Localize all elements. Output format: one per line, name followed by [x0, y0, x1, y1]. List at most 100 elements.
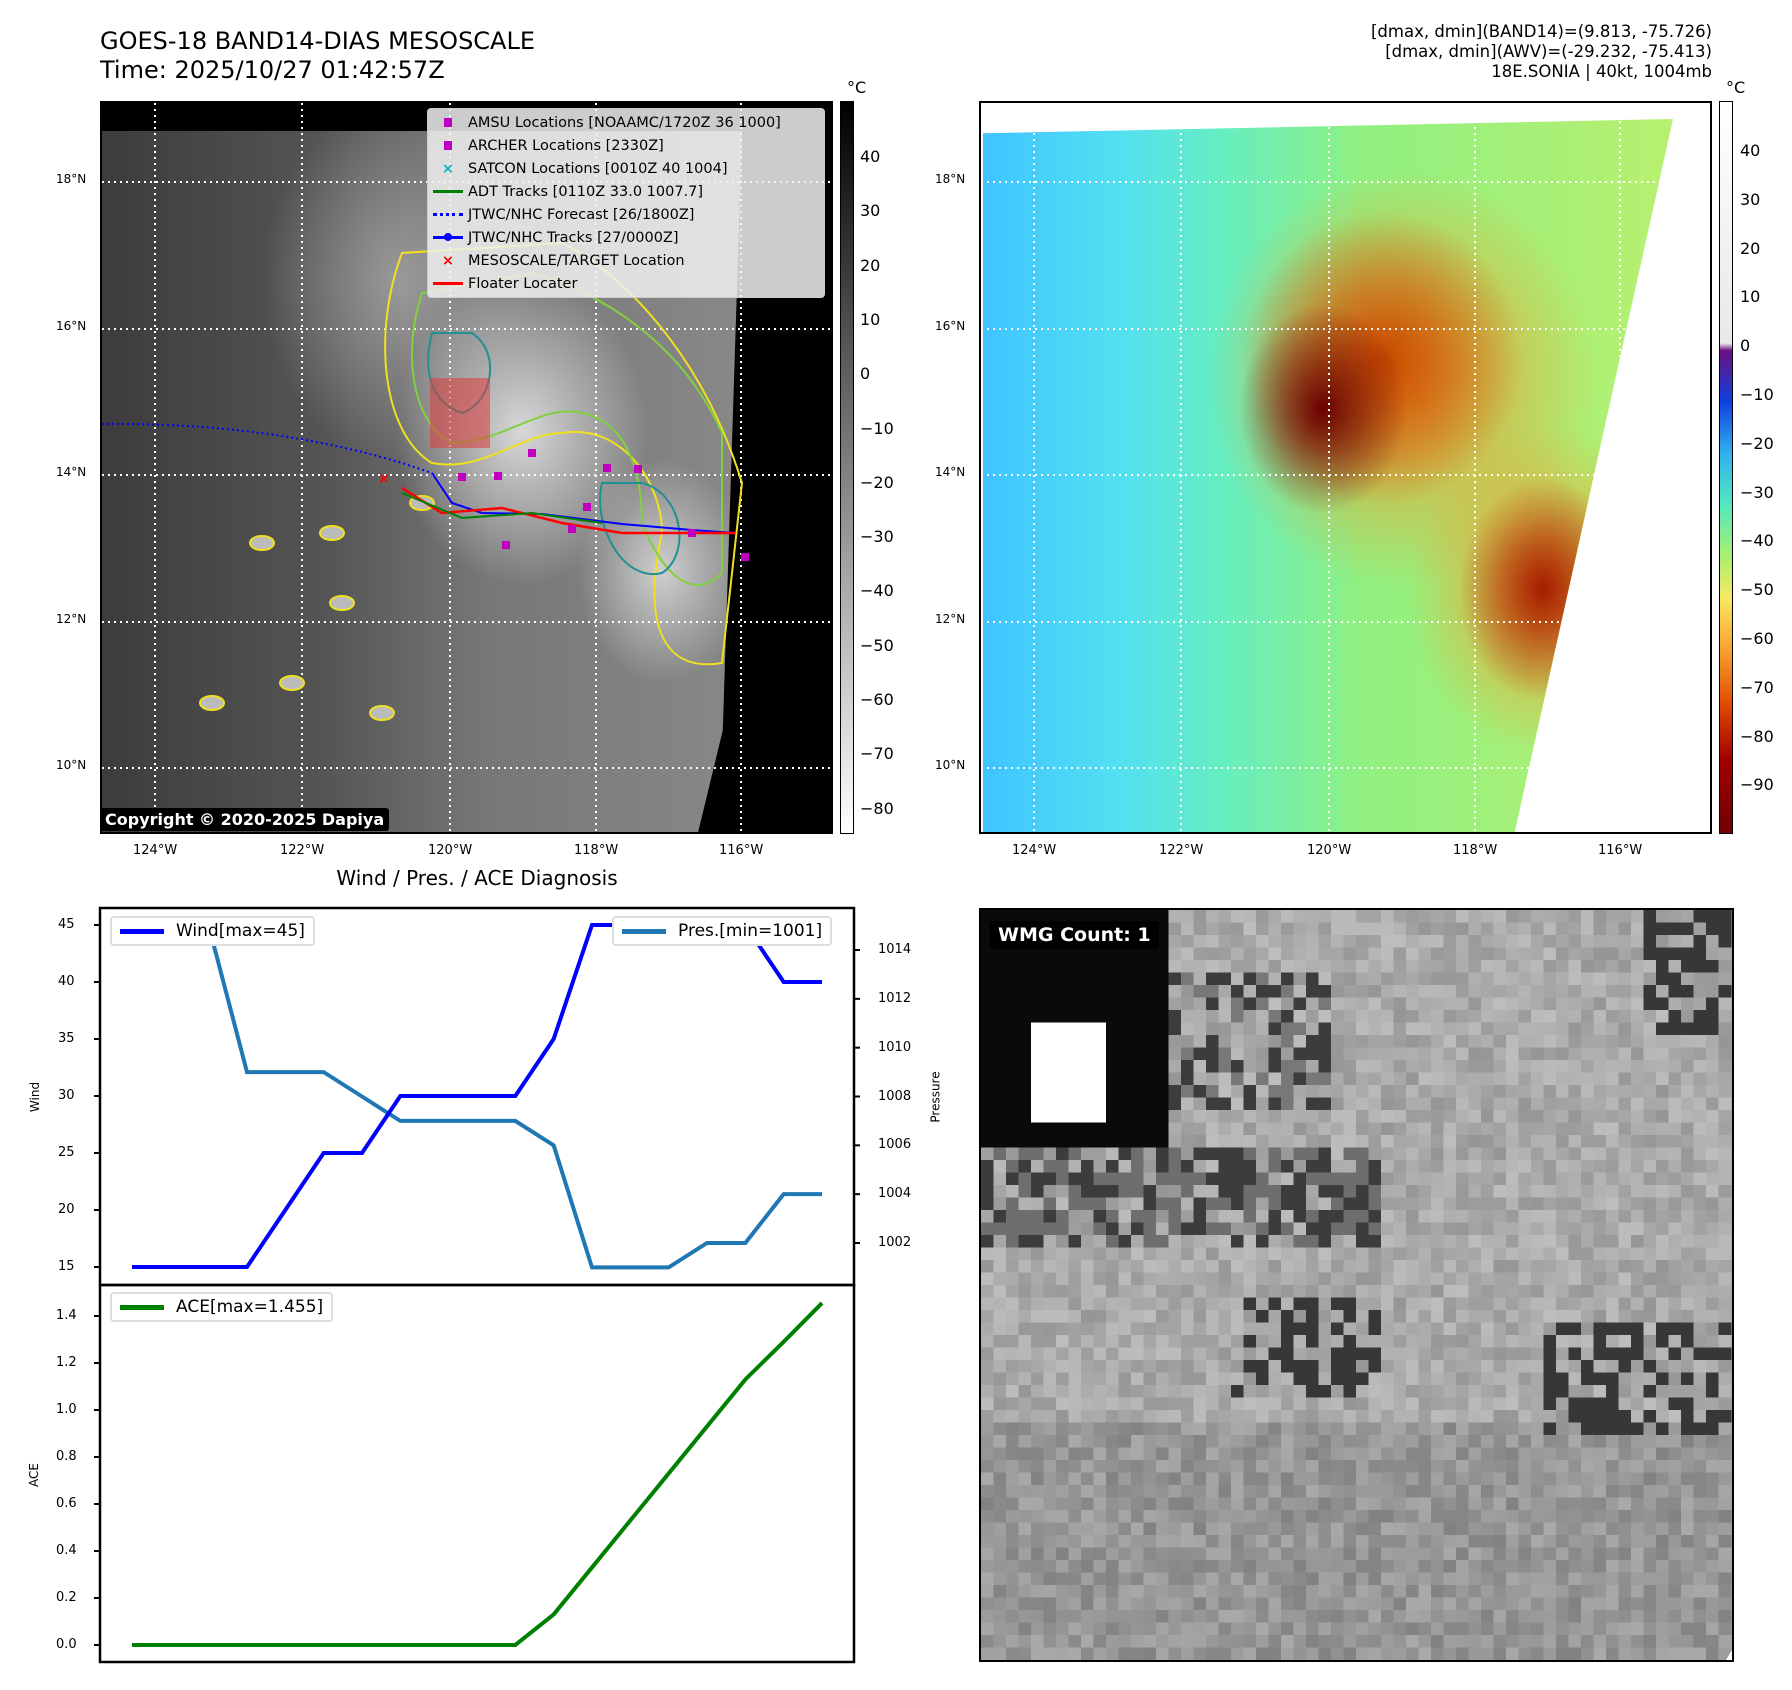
colorbar-tick: 10	[1740, 287, 1761, 307]
legend-item-amsu: AMSU Locations [NOAAMC/1720Z 36 1000]	[428, 111, 824, 134]
colorbar-tick: −10	[1740, 385, 1774, 404]
lat-label: 14°N	[56, 465, 87, 479]
colorbar-tick: −20	[1740, 433, 1774, 453]
colorbar-tick: −70	[1740, 677, 1774, 697]
pressure-legend-swatch	[622, 928, 666, 934]
colorbar-tick: −50	[860, 635, 894, 655]
map-overlay: ×	[102, 103, 831, 832]
ace-plot-frame	[98, 1283, 856, 1664]
lat-label: 10°N	[56, 758, 87, 772]
pressure-line	[132, 923, 822, 1270]
legend-label: ADT Tracks [0110Z 33.0 1007.7]	[468, 183, 704, 200]
legend-label: ARCHER Locations [2330Z]	[468, 137, 664, 154]
legend-item-adt: ADT Tracks [0110Z 33.0 1007.7]	[428, 180, 824, 203]
amsu-marker	[603, 464, 611, 472]
wind-tick-label: 35	[58, 1031, 75, 1046]
legend-label: AMSU Locations [NOAAMC/1720Z 36 1000]	[468, 114, 781, 131]
wind-tick-label: 45	[58, 917, 75, 932]
lon-label: 118°W	[574, 843, 619, 858]
cloud-top-contour	[427, 332, 681, 576]
amsu-marker	[494, 472, 502, 480]
ace-legend-label: ACE[max=1.455]	[176, 1297, 324, 1317]
colorbar-tick: 30	[860, 201, 881, 221]
colorbar-tick: 20	[860, 255, 881, 275]
ace-legend: ACE[max=1.455]	[110, 1292, 334, 1322]
ace-tick-label: 1.2	[56, 1355, 77, 1370]
lat-label: 12°N	[56, 612, 87, 626]
amsu-marker	[583, 503, 591, 511]
cloud-top-contour	[384, 241, 744, 666]
wind-legend-swatch	[120, 928, 164, 934]
wmg-count-label: WMG Count: 1	[990, 921, 1159, 949]
colorbar-tick: −60	[1740, 629, 1774, 648]
colorbar-tick: −40	[1740, 531, 1774, 551]
lon-label: 122°W	[280, 843, 325, 858]
lat-label: 16°N	[56, 319, 87, 333]
target-marker: ×	[378, 471, 390, 487]
lat-label: 18°N	[56, 172, 87, 186]
colorbar-gray	[840, 101, 854, 834]
wind-tick-label: 30	[58, 1088, 75, 1103]
amsu-marker	[688, 529, 696, 537]
wind-tick-label: 15	[58, 1259, 75, 1274]
amsu-marker	[528, 449, 536, 457]
lon-label: 124°W	[1012, 843, 1057, 858]
band14-range: [dmax, dmin](BAND14)=(9.813, -75.726)	[1370, 22, 1712, 41]
floater-track	[401, 486, 735, 535]
colorbar-tick: 30	[1740, 189, 1761, 209]
cloud-top-contour	[319, 525, 345, 541]
info-block: [dmax, dmin](BAND14)=(9.813, -75.726) [d…	[1371, 22, 1712, 82]
wind-legend-label: Wind[max=45]	[176, 921, 305, 941]
floater-box	[430, 378, 490, 448]
floater-legend-icon	[428, 282, 468, 285]
ace-tick-label: 0.0	[56, 1637, 77, 1652]
tracks-legend-icon	[428, 233, 468, 241]
time-label: Time: 2025/10/27 01:42:57Z	[100, 56, 445, 84]
pressure-tick-label: 1010	[878, 1039, 912, 1055]
wind-tick-label: 25	[58, 1145, 75, 1160]
wind-line	[132, 923, 822, 1269]
pressure-tick-label: 1004	[878, 1186, 912, 1202]
forecast-track	[102, 422, 433, 474]
forecast-legend-icon	[428, 213, 468, 216]
product-title: GOES-18 BAND14-DIAS MESOSCALE	[100, 27, 536, 55]
map-legend: AMSU Locations [NOAAMC/1720Z 36 1000] ARC…	[427, 108, 825, 298]
ace-tick-label: 0.4	[56, 1543, 77, 1558]
lon-label: 118°W	[1453, 843, 1498, 858]
legend-label: MESOSCALE/TARGET Location	[468, 252, 685, 269]
cloud-top-contour	[369, 705, 395, 721]
ace-tick-label: 1.0	[56, 1402, 77, 1417]
chart-title: Wind / Pres. / ACE Diagnosis	[336, 866, 618, 890]
colorbar-tick: 20	[1740, 238, 1761, 258]
colorbar-tick: 40	[860, 147, 881, 166]
amsu-marker	[741, 553, 749, 561]
wind-plot-frame	[98, 906, 856, 1287]
pressure-tick-label: 1002	[878, 1235, 912, 1250]
pressure-tick-label: 1012	[878, 990, 912, 1006]
colorbar-tick: −40	[860, 581, 894, 601]
legend-item-archer: ARCHER Locations [2330Z]	[428, 134, 824, 157]
ace-tick-label: 0.2	[56, 1590, 77, 1605]
lon-label: 116°W	[719, 843, 764, 858]
archer-legend-icon	[428, 141, 468, 150]
ace-legend-swatch	[120, 1304, 164, 1310]
ace-line	[132, 1301, 824, 1647]
amsu-marker	[634, 465, 642, 473]
amsu-marker	[458, 473, 466, 481]
satcon-legend-icon: ×	[441, 160, 455, 177]
copyright-label: Copyright © 2020-2025 Dapiya	[100, 808, 390, 831]
target-legend-icon: ×	[441, 252, 455, 269]
wmg-panel	[979, 908, 1734, 1662]
legend-label: JTWC/NHC Forecast [26/1800Z]	[468, 206, 695, 223]
wmg-imagery	[981, 910, 1732, 1660]
colorbar-tick: 40	[1740, 141, 1761, 160]
pressure-legend-label: Pres.[min=1001]	[678, 921, 823, 941]
adt-legend-icon	[428, 190, 468, 193]
amsu-legend-icon	[428, 118, 468, 127]
legend-item-target: × MESOSCALE/TARGET Location	[428, 249, 824, 272]
cloud-top-contour	[279, 675, 305, 691]
colorbar-tick: −90	[1740, 775, 1774, 795]
lon-label: 124°W	[133, 843, 178, 858]
lon-label: 120°W	[1307, 843, 1352, 858]
map-grid	[981, 103, 1710, 832]
